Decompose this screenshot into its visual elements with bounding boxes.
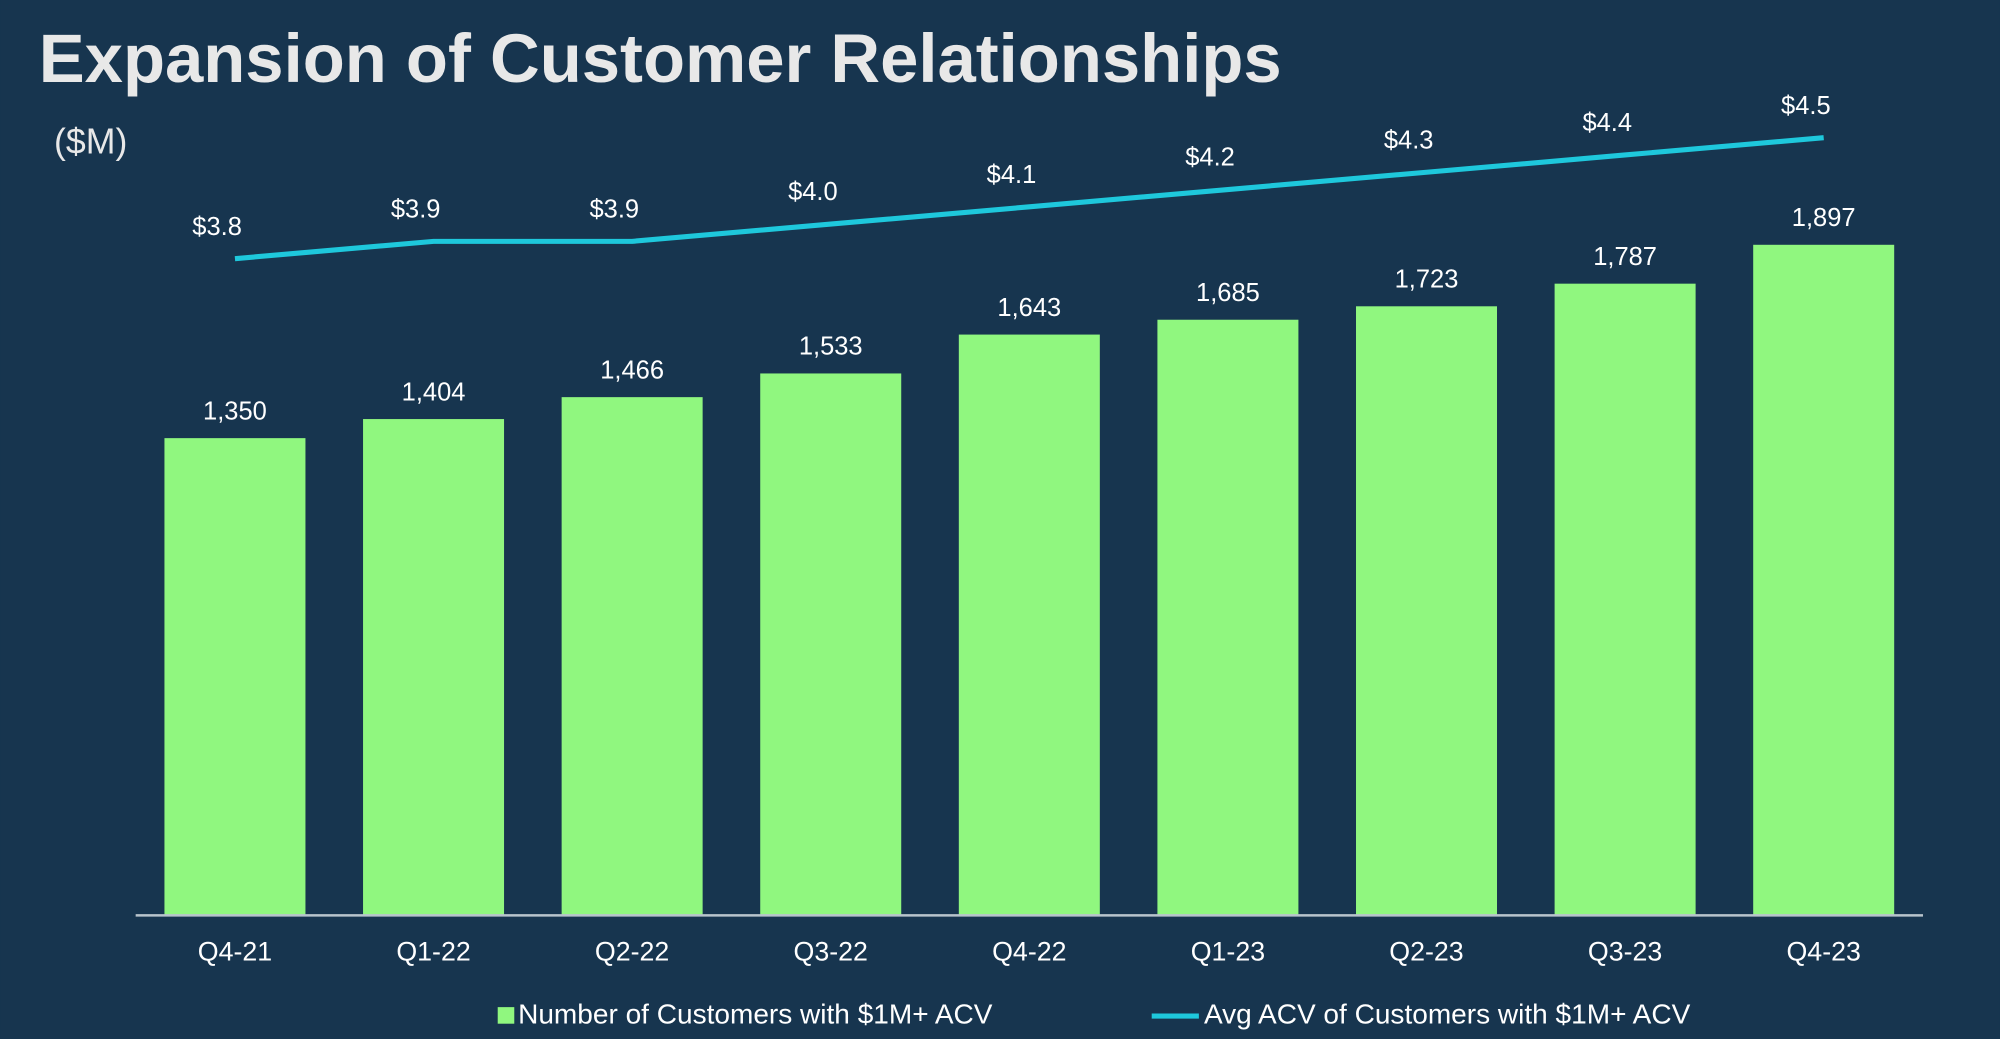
bar-value-label: 1,466	[600, 356, 664, 384]
legend-label: Avg ACV of Customers with $1M+ ACV	[1204, 998, 1691, 1029]
bar	[1554, 283, 1696, 916]
x-tick-label: Q4-21	[198, 937, 272, 967]
bar-value-label: 1,787	[1593, 243, 1657, 271]
x-tick-label: Q3-23	[1588, 937, 1662, 967]
bar-value-label: 1,723	[1395, 266, 1459, 294]
bar-value-label: 1,643	[997, 294, 1061, 322]
line-value-label: $4.5	[1781, 92, 1831, 120]
bar	[1157, 319, 1299, 916]
line-value-label: $4.0	[788, 178, 838, 206]
bar	[561, 397, 703, 916]
line-value-label: $3.9	[589, 196, 639, 224]
x-tick-label: Q1-23	[1191, 937, 1265, 967]
legend-label: Number of Customers with $1M+ ACV	[518, 998, 993, 1029]
bar-value-label: 1,404	[402, 378, 466, 406]
bar	[760, 373, 902, 916]
bar	[1356, 306, 1498, 916]
x-tick-label: Q2-22	[595, 937, 669, 967]
x-tick-label: Q2-23	[1389, 937, 1463, 967]
bar-value-label: 1,533	[799, 333, 863, 361]
bar	[363, 419, 505, 916]
chart-title: Expansion of Customer Relationships	[39, 20, 1282, 97]
line-value-label: $4.4	[1582, 109, 1632, 137]
chart-subtitle: ($M)	[54, 121, 127, 161]
x-tick-label: Q4-23	[1786, 937, 1860, 967]
bar	[958, 334, 1100, 916]
line	[234, 135, 1824, 262]
line-value-label: $4.2	[1185, 144, 1235, 172]
bar-value-label: 1,685	[1196, 279, 1260, 307]
line-value-label: $3.8	[192, 213, 242, 241]
bar	[164, 438, 306, 916]
bar-value-label: 1,897	[1792, 204, 1856, 232]
x-tick-label: Q3-22	[794, 937, 868, 967]
line-value-label: $3.9	[391, 196, 441, 224]
legend-swatch	[497, 1007, 515, 1024]
bar	[1753, 244, 1895, 916]
line-value-label: $4.1	[987, 161, 1037, 189]
line-value-label: $4.3	[1384, 126, 1434, 154]
bar-value-label: 1,350	[203, 397, 267, 425]
x-tick-label: Q1-22	[396, 937, 470, 967]
x-tick-label: Q4-22	[992, 937, 1066, 967]
